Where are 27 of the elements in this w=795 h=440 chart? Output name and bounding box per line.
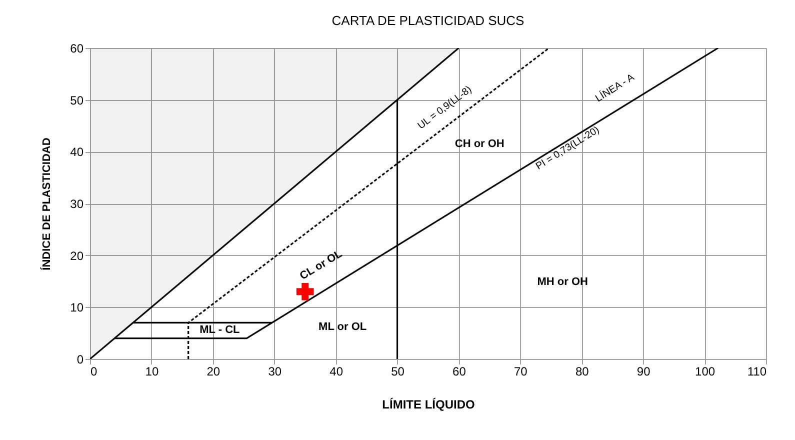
y-tick-label: 30 xyxy=(70,197,84,211)
annotation: CL or OL xyxy=(298,248,344,282)
x-tick-label: 80 xyxy=(575,364,590,378)
x-tick-label: 10 xyxy=(145,364,159,378)
annotation: CH or OH xyxy=(454,138,504,150)
x-tick-label: 0 xyxy=(90,364,98,378)
y-tick-label: 20 xyxy=(70,248,84,263)
y-tick-label: 0 xyxy=(76,352,84,366)
x-axis-title: LÍMITE LÍQUIDO xyxy=(382,398,475,412)
x-tick-label: 70 xyxy=(514,364,528,378)
x-tick-label: 40 xyxy=(330,364,344,378)
y-tick-label: 50 xyxy=(70,93,84,108)
y-tick-label: 60 xyxy=(70,42,84,56)
y-tick-label: 40 xyxy=(70,145,84,160)
x-tick-label: 90 xyxy=(636,364,651,378)
annotation: ML - CL xyxy=(200,324,240,336)
annotation: ML or OL xyxy=(318,320,367,333)
annotation: MH or OH xyxy=(537,276,588,288)
x-tick-label: 20 xyxy=(206,364,220,378)
x-tick-label: 100 xyxy=(695,364,716,378)
y-axis-title: ÍNDICE DE PLASTICIDAD xyxy=(40,138,54,270)
x-tick-label: 30 xyxy=(268,364,282,378)
x-tick-label: 60 xyxy=(452,364,466,378)
x-tick-label: 110 xyxy=(747,364,767,378)
chart-title: CARTA DE PLASTICIDAD SUCS xyxy=(332,13,525,28)
x-tick-label: 50 xyxy=(391,364,405,378)
y-tick-label: 10 xyxy=(70,300,84,315)
